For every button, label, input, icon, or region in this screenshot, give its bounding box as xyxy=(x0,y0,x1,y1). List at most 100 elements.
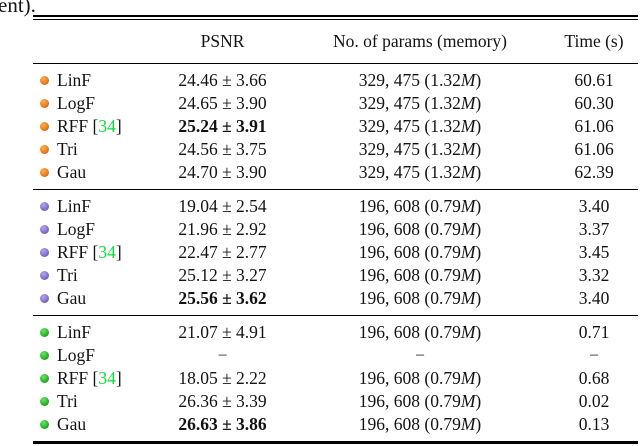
method-name: Tri xyxy=(57,265,78,285)
method-label: LinF xyxy=(57,196,91,217)
method-label: LogF xyxy=(57,219,95,240)
method-cell: Gau xyxy=(33,414,155,435)
time-value: 0.71 xyxy=(578,322,610,342)
params-value: 196, 608 (0.79M) xyxy=(358,288,482,308)
memory-unit: M xyxy=(460,162,476,182)
memory-unit: M xyxy=(460,139,476,159)
psnr-value: 25.24 ± 3.91 xyxy=(178,116,267,136)
citation-link[interactable]: 34 xyxy=(98,368,116,388)
params-value: 196, 608 (0.79M) xyxy=(358,391,482,411)
table-row: RFF [34] 18.05 ± 2.22 196, 608 (0.79M) 0.68 xyxy=(33,367,638,390)
table-row: LogF 24.65 ± 3.90 329, 475 (1.32M) 60.30 xyxy=(33,92,638,115)
method-name: LogF xyxy=(57,345,95,365)
time-value: 62.39 xyxy=(574,162,614,182)
citation-link[interactable]: 34 xyxy=(98,116,116,136)
memory-unit: M xyxy=(460,288,476,308)
orange-bullet-icon xyxy=(40,76,49,85)
time-value: 3.40 xyxy=(578,288,610,308)
method-cell: LogF xyxy=(33,93,155,114)
params-value: 196, 608 (0.79M) xyxy=(358,242,482,262)
method-name: LinF xyxy=(57,70,92,90)
method-name: Tri xyxy=(57,139,78,159)
table-row: Tri 25.12 ± 3.27 196, 608 (0.79M) 3.32 xyxy=(33,264,638,287)
green-bullet-icon xyxy=(40,397,49,406)
purple-bullet-icon xyxy=(40,248,49,257)
table-row: Tri 26.36 ± 3.39 196, 608 (0.79M) 0.02 xyxy=(33,390,638,413)
method-cell: Tri xyxy=(33,391,155,412)
psnr-value: 25.12 ± 3.27 xyxy=(178,265,267,285)
time-value: 61.06 xyxy=(574,116,614,136)
method-cell: RFF [34] xyxy=(33,368,155,389)
purple-bullet-icon xyxy=(40,202,49,211)
method-cell: LogF xyxy=(33,219,155,240)
method-name: LogF xyxy=(57,219,95,239)
header-psnr: PSNR xyxy=(200,31,245,51)
green-bullet-icon xyxy=(40,328,49,337)
psnr-value: 24.46 ± 3.66 xyxy=(178,70,267,90)
purple-bullet-icon xyxy=(40,294,49,303)
memory-unit: M xyxy=(460,116,476,136)
psnr-value: 25.56 ± 3.62 xyxy=(178,288,267,308)
table-group-green: LinF 21.07 ± 4.91 196, 608 (0.79M) 0.71 LogF… xyxy=(33,316,638,441)
method-cell: LinF xyxy=(33,196,155,217)
method-label: RFF [34] xyxy=(57,116,122,136)
results-table: PSNR No. of params (memory) Time (s) Lin… xyxy=(33,15,638,444)
time-value: 60.61 xyxy=(574,70,614,90)
method-cell: Tri xyxy=(33,265,155,286)
psnr-value: 24.65 ± 3.90 xyxy=(178,93,267,113)
method-name: Tri xyxy=(57,391,78,411)
params-value: − xyxy=(415,345,425,365)
time-value: 3.37 xyxy=(578,219,610,239)
time-value: 61.06 xyxy=(574,139,614,159)
params-value: 196, 608 (0.79M) xyxy=(358,414,482,434)
method-label: LogF xyxy=(57,345,95,366)
params-value: 196, 608 (0.79M) xyxy=(358,322,482,342)
method-name: Gau xyxy=(57,162,87,182)
method-name: LinF xyxy=(57,322,92,342)
psnr-value: 24.56 ± 3.75 xyxy=(178,139,267,159)
memory-unit: M xyxy=(460,368,476,388)
method-label: RFF [34] xyxy=(57,368,122,388)
psnr-value: 19.04 ± 2.54 xyxy=(178,196,267,216)
params-value: 196, 608 (0.79M) xyxy=(358,196,482,216)
method-cell: LinF xyxy=(33,322,155,343)
orange-bullet-icon xyxy=(40,122,49,131)
params-value: 329, 475 (1.32M) xyxy=(358,139,482,159)
table-top-rule xyxy=(33,15,638,20)
purple-bullet-icon xyxy=(40,271,49,280)
table-row: Gau 24.70 ± 3.90 329, 475 (1.32M) 62.39 xyxy=(33,161,638,184)
psnr-value: 21.96 ± 2.92 xyxy=(178,219,267,239)
citation-link[interactable]: 34 xyxy=(98,242,116,262)
memory-unit: M xyxy=(460,93,476,113)
psnr-value: 21.07 ± 4.91 xyxy=(178,322,267,342)
memory-unit: M xyxy=(460,391,476,411)
time-value: 60.30 xyxy=(574,93,614,113)
method-label: LogF xyxy=(57,93,95,114)
method-name: LinF xyxy=(57,196,92,216)
method-label: Tri xyxy=(57,265,78,286)
method-label: LinF xyxy=(57,322,91,343)
orange-bullet-icon xyxy=(40,99,49,108)
psnr-value: 26.36 ± 3.39 xyxy=(178,391,267,411)
purple-bullet-icon xyxy=(40,225,49,234)
table-row: RFF [34] 22.47 ± 2.77 196, 608 (0.79M) 3.45 xyxy=(33,241,638,264)
method-cell: Gau xyxy=(33,162,155,183)
green-bullet-icon xyxy=(40,374,49,383)
params-value: 196, 608 (0.79M) xyxy=(358,265,482,285)
header-time: Time (s) xyxy=(564,31,624,51)
table-row: Gau 25.56 ± 3.62 196, 608 (0.79M) 3.40 xyxy=(33,287,638,310)
green-bullet-icon xyxy=(40,351,49,360)
time-value: 3.40 xyxy=(578,196,610,216)
method-label: Tri xyxy=(57,139,78,160)
method-name: RFF xyxy=(57,116,89,136)
memory-unit: M xyxy=(460,219,476,239)
time-value: 3.32 xyxy=(578,265,610,285)
method-cell: RFF [34] xyxy=(33,116,155,137)
table-row: LogF − − − xyxy=(33,344,638,367)
method-name: Gau xyxy=(57,288,87,308)
table-row: Gau 26.63 ± 3.86 196, 608 (0.79M) 0.13 xyxy=(33,413,638,436)
method-name: LogF xyxy=(57,93,95,113)
psnr-value: 24.70 ± 3.90 xyxy=(178,162,267,182)
time-value: − xyxy=(589,345,599,365)
orange-bullet-icon xyxy=(40,168,49,177)
